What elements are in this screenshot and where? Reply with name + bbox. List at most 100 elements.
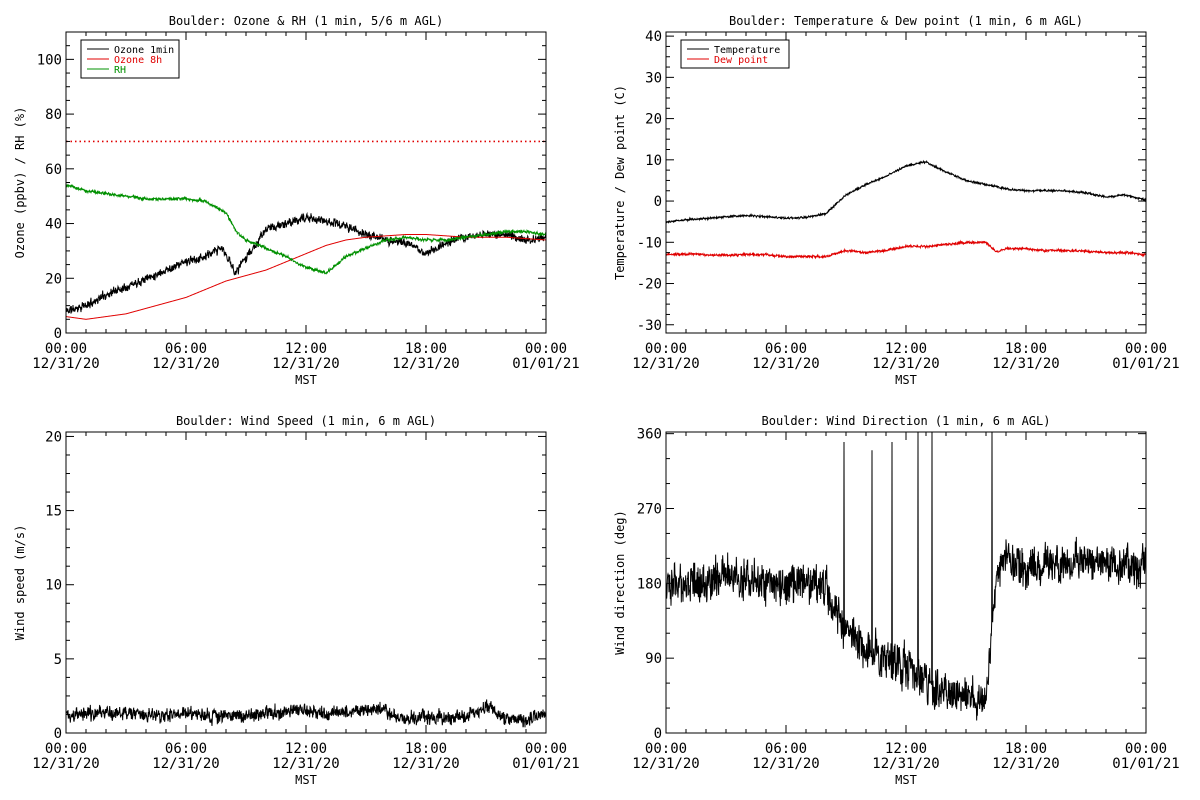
series-group bbox=[66, 183, 546, 320]
x-tick-label-date: 12/31/20 bbox=[872, 356, 939, 372]
y-tick-label: 10 bbox=[45, 578, 62, 594]
legend-entry: Ozone 1min bbox=[114, 45, 174, 56]
y-axis-label: Wind speed (m/s) bbox=[13, 525, 27, 641]
x-tick-label-date: 12/31/20 bbox=[272, 756, 339, 772]
chart-panel-3: Boulder: Wind Direction (1 min, 6 m AGL)… bbox=[613, 414, 1180, 787]
y-axis-label: Temperature / Dew point (C) bbox=[613, 85, 627, 280]
x-tick-label-date: 12/31/20 bbox=[32, 756, 99, 772]
y-tick-label: 90 bbox=[645, 651, 662, 667]
series-group bbox=[666, 159, 1146, 260]
legend-box bbox=[680, 39, 790, 69]
y-tick-label: 20 bbox=[45, 429, 62, 445]
y-axis-label: Wind direction (deg) bbox=[613, 510, 627, 655]
series-line-rh bbox=[66, 183, 546, 275]
x-tick-label-time: 12:00 bbox=[285, 741, 327, 757]
y-tick-label: 30 bbox=[645, 70, 662, 86]
x-tick-label-time: 12:00 bbox=[885, 341, 927, 357]
x-axis-label: MST bbox=[895, 773, 917, 787]
x-tick-label-date: 12/31/20 bbox=[632, 756, 699, 772]
x-tick-label-time: 18:00 bbox=[1005, 341, 1047, 357]
x-tick-label-date: 12/31/20 bbox=[272, 356, 339, 372]
x-tick-label-time: 18:00 bbox=[405, 741, 447, 757]
y-tick-label: 180 bbox=[637, 576, 662, 592]
x-tick-label-time: 00:00 bbox=[45, 341, 87, 357]
x-tick-label-time: 18:00 bbox=[405, 341, 447, 357]
y-tick-label: 15 bbox=[45, 504, 62, 520]
x-tick-label-date: 12/31/20 bbox=[992, 356, 1059, 372]
x-tick-label-time: 00:00 bbox=[1125, 341, 1167, 357]
y-tick-label: 80 bbox=[45, 107, 62, 123]
y-tick-label: 10 bbox=[645, 153, 662, 169]
x-tick-label-time: 00:00 bbox=[525, 741, 567, 757]
legend-entry: Ozone 8h bbox=[114, 55, 162, 66]
x-tick-label-date: 12/31/20 bbox=[392, 756, 459, 772]
x-axis-label: MST bbox=[295, 773, 317, 787]
y-axis-label: Ozone (ppbv) / RH (%) bbox=[13, 107, 27, 259]
chart-panel-1: Boulder: Temperature & Dew point (1 min,… bbox=[613, 14, 1180, 387]
y-tick-label: 0 bbox=[654, 726, 662, 742]
x-tick-label-time: 00:00 bbox=[45, 741, 87, 757]
x-tick-label-time: 18:00 bbox=[1005, 741, 1047, 757]
x-tick-label-date: 12/31/20 bbox=[392, 356, 459, 372]
series-line-ozone-1min bbox=[66, 211, 546, 314]
y-tick-label: 40 bbox=[645, 29, 662, 45]
chart-panel-2: Boulder: Wind Speed (1 min, 6 m AGL) Wind… bbox=[13, 414, 580, 787]
x-tick-label-time: 06:00 bbox=[165, 341, 207, 357]
x-tick-label-date: 12/31/20 bbox=[992, 756, 1059, 772]
x-tick-label-date: 01/01/21 bbox=[1112, 356, 1179, 372]
series-line-dew-point bbox=[666, 239, 1146, 260]
series-line-ozone-8h bbox=[66, 233, 546, 320]
chart-title: Boulder: Wind Speed (1 min, 6 m AGL) bbox=[176, 414, 436, 428]
y-tick-label: 20 bbox=[45, 271, 62, 287]
chart-title: Boulder: Ozone & RH (1 min, 5/6 m AGL) bbox=[169, 14, 444, 28]
y-tick-label: 40 bbox=[45, 217, 62, 233]
chart-title: Boulder: Wind Direction (1 min, 6 m AGL) bbox=[762, 414, 1051, 428]
chart-panel-0: Boulder: Ozone & RH (1 min, 5/6 m AGL) Oz… bbox=[13, 14, 580, 387]
x-tick-label-date: 12/31/20 bbox=[752, 356, 819, 372]
y-tick-label: 0 bbox=[654, 194, 662, 210]
series-line-0 bbox=[66, 699, 546, 728]
y-tick-label: 100 bbox=[37, 52, 62, 68]
x-tick-label-date: 12/31/20 bbox=[752, 756, 819, 772]
legend-entry: RH bbox=[114, 65, 126, 76]
x-tick-label-date: 01/01/21 bbox=[512, 756, 579, 772]
y-tick-label: 0 bbox=[54, 326, 62, 342]
legend-entry: Temperature bbox=[714, 45, 780, 56]
y-tick-label: -20 bbox=[637, 277, 662, 293]
plot-frame bbox=[65, 431, 547, 734]
y-tick-label: 20 bbox=[645, 112, 662, 128]
x-tick-label-date: 12/31/20 bbox=[32, 356, 99, 372]
series-group bbox=[66, 699, 546, 728]
x-axis-label: MST bbox=[295, 373, 317, 387]
x-tick-label-time: 12:00 bbox=[285, 341, 327, 357]
x-tick-label-date: 12/31/20 bbox=[632, 356, 699, 372]
x-tick-label-time: 12:00 bbox=[885, 741, 927, 757]
plot-frame bbox=[665, 31, 1147, 334]
y-tick-label: 5 bbox=[54, 652, 62, 668]
series-line-0 bbox=[666, 432, 1146, 721]
x-tick-label-time: 06:00 bbox=[765, 741, 807, 757]
x-tick-label-time: 00:00 bbox=[645, 741, 687, 757]
x-tick-label-time: 00:00 bbox=[645, 341, 687, 357]
x-tick-label-time: 06:00 bbox=[165, 741, 207, 757]
legend-entry: Dew point bbox=[714, 55, 768, 66]
x-tick-label-date: 01/01/21 bbox=[1112, 756, 1179, 772]
x-tick-label-date: 12/31/20 bbox=[872, 756, 939, 772]
y-tick-label: -10 bbox=[637, 235, 662, 251]
series-group bbox=[666, 432, 1146, 721]
x-tick-label-time: 06:00 bbox=[765, 341, 807, 357]
x-tick-label-date: 12/31/20 bbox=[152, 356, 219, 372]
y-tick-label: 60 bbox=[45, 162, 62, 178]
y-tick-label: 270 bbox=[637, 501, 662, 517]
series-line-temperature bbox=[666, 159, 1146, 224]
x-tick-label-time: 00:00 bbox=[1125, 741, 1167, 757]
x-tick-label-time: 00:00 bbox=[525, 341, 567, 357]
x-tick-label-date: 01/01/21 bbox=[512, 356, 579, 372]
chart-title: Boulder: Temperature & Dew point (1 min,… bbox=[729, 14, 1083, 28]
y-tick-label: -30 bbox=[637, 318, 662, 334]
x-axis-label: MST bbox=[895, 373, 917, 387]
y-tick-label: 360 bbox=[637, 427, 662, 443]
x-tick-label-date: 12/31/20 bbox=[152, 756, 219, 772]
